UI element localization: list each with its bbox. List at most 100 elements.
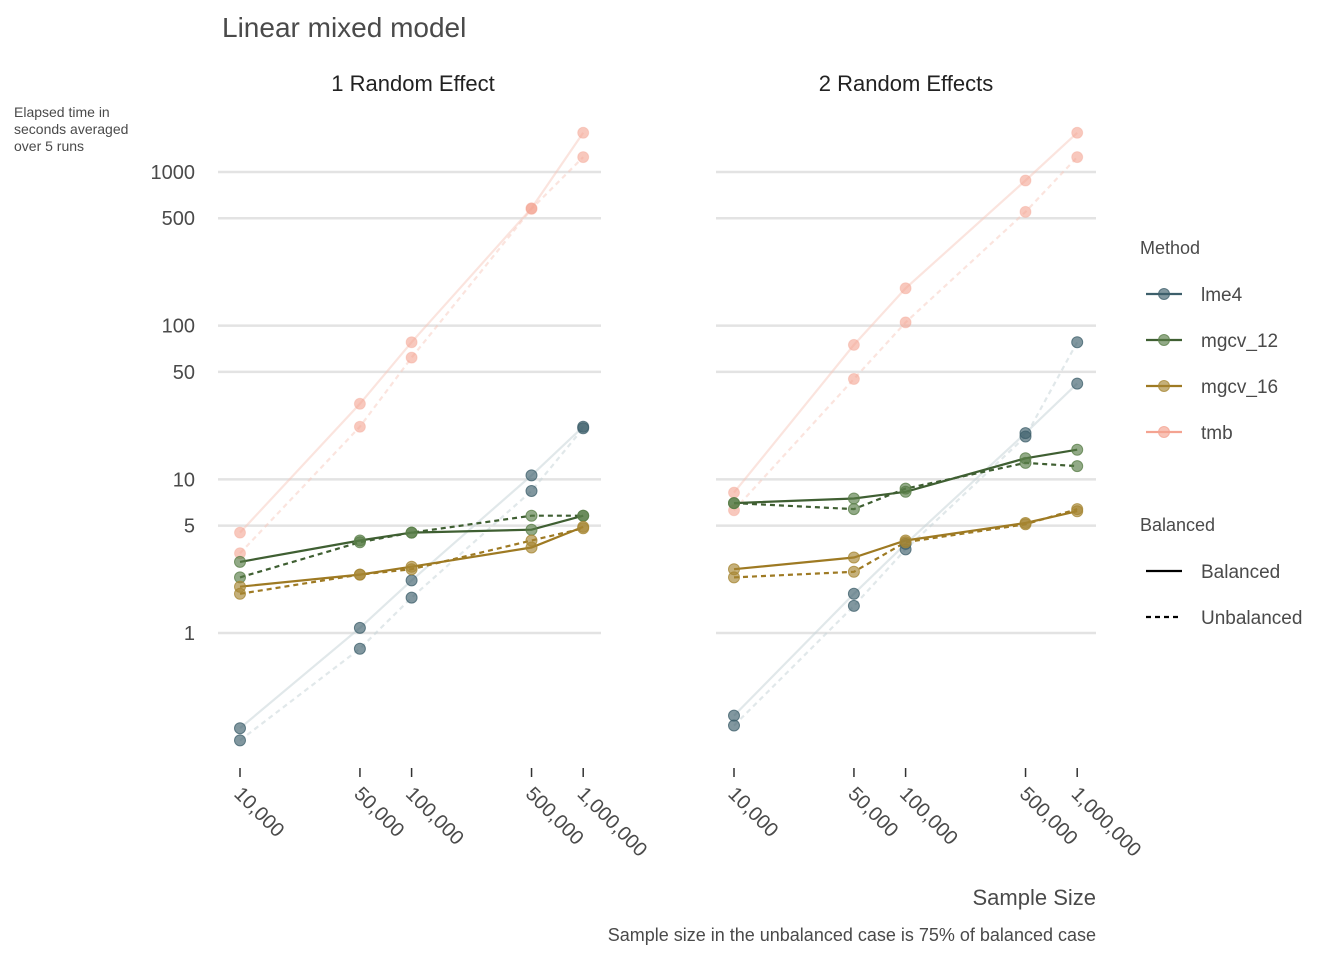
y-tick-label-10: 10 [173, 469, 195, 491]
y-tick-label-1000: 1000 [151, 162, 196, 184]
y-gridlines [716, 170, 1096, 635]
point-mgcv-16-unbalanced-100-000 [899, 536, 912, 549]
y-axis-label-line-2: seconds averaged [14, 121, 128, 137]
point-lme4-unbalanced-50-000 [353, 642, 366, 655]
point-mgcv-16-unbalanced-50-000 [353, 568, 366, 581]
point-mgcv-12-unbalanced-50-000 [353, 536, 366, 549]
point-lme4-unbalanced-1-000-000 [1071, 336, 1084, 349]
panel-1: 1 Random Effect 1 5 10 50 100 500 1000 10,000 50,… [151, 71, 652, 861]
legend-label-tmb: tmb [1201, 423, 1233, 444]
point-mgcv-12-unbalanced-100-000 [899, 482, 912, 495]
point-lme4-balanced-100-000 [405, 574, 418, 587]
y-tick-label-1: 1 [184, 623, 195, 645]
legend-key-point-lme4 [1158, 288, 1170, 300]
point-mgcv-12-balanced-1-000-000 [1071, 443, 1084, 456]
x-axis-label: Sample Size [972, 885, 1096, 910]
legend-item-balanced: Balanced [1146, 562, 1280, 583]
point-tmb-unbalanced-100-000 [405, 351, 418, 364]
series-line-mgcv-16-unbalanced [733, 508, 1078, 579]
legend-key-point-tmb [1158, 426, 1170, 438]
point-mgcv-12-unbalanced-50-000 [847, 503, 860, 516]
point-mgcv-16-unbalanced-1-000-000 [577, 522, 590, 535]
point-tmb-unbalanced-500-000 [1019, 205, 1032, 218]
legend-balanced-items: Balanced Unbalanced [1146, 562, 1302, 629]
point-lme4-balanced-1-000-000 [1071, 377, 1084, 390]
point-mgcv-16-unbalanced-100-000 [405, 563, 418, 576]
point-mgcv-16-unbalanced-10-000 [234, 587, 246, 600]
chart-title: Linear mixed model [222, 12, 466, 43]
legend-item-mgcv-16: mgcv_16 [1146, 377, 1278, 398]
x-tick-label-1-000-000: 1,000,000 [1067, 783, 1145, 861]
point-tmb-unbalanced-100-000 [899, 316, 912, 329]
y-axis-label: Elapsed time in seconds averaged over 5 … [14, 104, 128, 154]
x-tick-label-100-000: 100,000 [895, 783, 962, 850]
point-tmb-balanced-10-000 [234, 526, 246, 539]
legend-item-tmb: tmb [1146, 423, 1233, 444]
point-tmb-unbalanced-50-000 [353, 420, 366, 433]
point-tmb-unbalanced-50-000 [847, 373, 860, 385]
point-lme4-balanced-500-000 [525, 469, 538, 482]
legend-label-unbalanced: Unbalanced [1201, 608, 1302, 629]
point-tmb-unbalanced-1-000-000 [1071, 151, 1084, 164]
series-points [234, 126, 590, 747]
point-lme4-balanced-50-000 [847, 587, 860, 600]
legend-item-lme4: lme4 [1146, 285, 1243, 306]
y-axis-label-line-3: over 5 runs [14, 138, 84, 154]
point-mgcv-12-unbalanced-1-000-000 [1071, 460, 1084, 473]
chart-caption: Sample size in the unbalanced case is 75… [608, 925, 1096, 945]
legend-item-mgcv-12: mgcv_12 [1146, 331, 1278, 352]
point-mgcv-16-unbalanced-1-000-000 [1071, 503, 1084, 516]
point-tmb-balanced-500-000 [1019, 174, 1032, 187]
point-mgcv-12-unbalanced-10-000 [728, 497, 740, 510]
point-tmb-unbalanced-1-000-000 [577, 151, 590, 164]
x-tick-label-10-000: 10,000 [229, 783, 288, 842]
y-tick-label-100: 100 [162, 316, 195, 338]
x-tick-label-100-000: 100,000 [401, 783, 468, 850]
series-line-lme4-unbalanced [733, 341, 1079, 727]
point-mgcv-16-unbalanced-500-000 [525, 534, 538, 547]
point-tmb-unbalanced-500-000 [525, 202, 538, 215]
point-lme4-unbalanced-500-000 [525, 485, 538, 497]
y-tick-label-5: 5 [184, 516, 195, 538]
legend-label-mgcv-12: mgcv_12 [1201, 331, 1278, 352]
panel-title: 1 Random Effect [331, 71, 494, 96]
point-mgcv-12-unbalanced-1-000-000 [577, 509, 590, 522]
point-tmb-balanced-50-000 [847, 338, 860, 351]
x-tick-label-10-000: 10,000 [723, 783, 782, 842]
point-mgcv-12-unbalanced-100-000 [405, 526, 418, 539]
point-lme4-unbalanced-500-000 [1019, 430, 1032, 443]
legend-item-unbalanced: Unbalanced [1146, 608, 1302, 629]
legend-key-point-mgcv-16 [1158, 380, 1170, 392]
point-mgcv-12-unbalanced-500-000 [525, 509, 538, 522]
series-line-mgcv-12-unbalanced [239, 514, 584, 579]
point-lme4-unbalanced-10-000 [234, 734, 246, 747]
panels-layer: 1 Random Effect 1 5 10 50 100 500 1000 10,000 50,… [151, 71, 1146, 861]
series-points [728, 126, 1084, 732]
point-tmb-balanced-100-000 [405, 336, 418, 349]
series-lines [239, 132, 585, 742]
point-mgcv-16-unbalanced-50-000 [847, 565, 860, 578]
point-mgcv-12-balanced-10-000 [234, 555, 246, 568]
legend-method-title: Method [1140, 238, 1200, 258]
series-line-lme4-unbalanced [239, 427, 585, 742]
legend-label-mgcv-16: mgcv_16 [1201, 377, 1278, 398]
point-mgcv-12-balanced-500-000 [525, 523, 538, 536]
y-gridlines: 1 5 10 50 100 500 1000 [151, 162, 601, 645]
point-lme4-unbalanced-1-000-000 [577, 422, 590, 435]
x-tick-label-50-000: 50,000 [843, 783, 902, 842]
point-tmb-balanced-50-000 [353, 397, 366, 410]
legend-label-balanced: Balanced [1201, 562, 1280, 583]
legend-balanced-title: Balanced [1140, 515, 1215, 535]
point-lme4-balanced-10-000 [728, 709, 740, 722]
panel-title: 2 Random Effects [819, 71, 993, 96]
point-mgcv-16-unbalanced-10-000 [728, 571, 740, 584]
x-tick-label-50-000: 50,000 [349, 783, 408, 842]
point-tmb-balanced-1-000-000 [577, 126, 590, 139]
